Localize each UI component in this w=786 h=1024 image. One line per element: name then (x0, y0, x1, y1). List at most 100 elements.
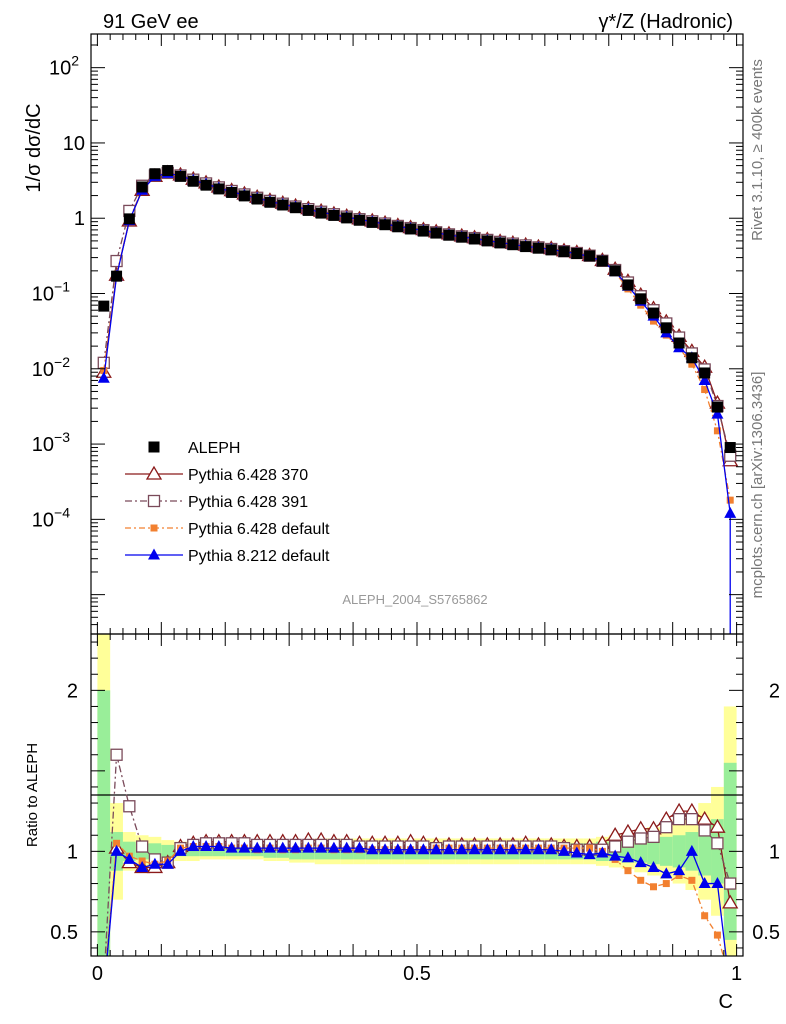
data-point-aleph (251, 193, 263, 205)
data-point (110, 254, 123, 268)
ratio-point (660, 867, 673, 879)
series-line (103, 172, 731, 461)
ratio-point (673, 864, 686, 876)
ratio-point (711, 837, 724, 850)
data-point-aleph (328, 209, 340, 221)
data-point-aleph (277, 199, 289, 211)
ratio-point (135, 840, 149, 853)
ratio-point (148, 857, 161, 869)
y-tick-label: 10−4 (32, 504, 70, 531)
ratio-point (713, 931, 721, 939)
data-point (724, 506, 737, 518)
data-point-aleph (481, 235, 493, 247)
ratio-point (353, 841, 366, 853)
axis-ticks: 102 10 1 10−1 10−2 10−3 10−4 0.5 0.5 1 1 2 2 0 0.5 1 (32, 34, 780, 985)
ratio-point (187, 840, 200, 852)
ratio-point (701, 912, 709, 920)
ratio-point (688, 876, 696, 884)
y-tick-exponent: −3 (54, 429, 70, 445)
band-green (698, 827, 712, 876)
ratio-point (685, 813, 699, 826)
header-left: 91 GeV ee (103, 11, 199, 33)
data-point-aleph (724, 442, 736, 454)
band-green (647, 838, 660, 865)
data-point-aleph (98, 300, 110, 312)
ratio-point (709, 818, 726, 833)
data-point-aleph (226, 186, 238, 198)
ratio-point (430, 843, 443, 855)
legend-marker (148, 441, 160, 453)
ratio-point (596, 846, 609, 858)
data-point-aleph (353, 214, 365, 226)
ratio-point (685, 844, 698, 856)
data-point-aleph (315, 207, 327, 219)
y-tick-label-right: 1 (769, 841, 780, 863)
data-point-aleph (379, 219, 391, 231)
y-tick-label: 1 (74, 208, 85, 230)
data-point-aleph (660, 322, 672, 334)
ratio-point (621, 835, 635, 848)
data-point-aleph (405, 223, 417, 235)
band-green (186, 846, 200, 857)
data-point (97, 371, 110, 383)
data-point (726, 496, 734, 504)
ratio-point (675, 872, 683, 879)
data-point-aleph (443, 229, 455, 241)
y-tick-exponent: −2 (54, 354, 70, 370)
ratio-point (315, 841, 328, 853)
watermark: ALEPH_2004_S5765862 (342, 592, 487, 607)
ratio-point (696, 810, 713, 825)
ratio-point (468, 843, 481, 855)
ratio-point (212, 840, 225, 852)
x-tick-label: 0 (92, 963, 103, 985)
legend-label: Pythia 6.428 default (188, 521, 330, 538)
ratio-point (123, 800, 136, 813)
ratio-point (724, 877, 737, 890)
data-point-aleph (558, 246, 570, 258)
ratio-point (506, 843, 519, 855)
series-line (103, 172, 731, 456)
data-point-aleph (699, 367, 711, 379)
ratio-point (632, 820, 649, 835)
data-point-aleph (494, 237, 506, 249)
data-point-aleph (341, 212, 353, 224)
data-point (650, 317, 658, 325)
ratio-point (698, 877, 711, 889)
data-point-aleph (430, 227, 442, 239)
data-point (100, 366, 108, 374)
data-point (698, 373, 711, 385)
main-plot-frame (90, 33, 744, 635)
ratio-point (251, 841, 264, 853)
x-tick-label: 1 (731, 963, 742, 985)
y-tick-label: 2 (67, 680, 78, 702)
data-point-aleph (520, 241, 532, 253)
y-tick-label: 10 (63, 133, 85, 155)
data-point-aleph (622, 279, 634, 291)
ratio-point (494, 843, 507, 855)
y-tick-label: 10−1 (32, 279, 70, 306)
ratio-point (607, 826, 624, 841)
ratio-plot-series (104, 748, 739, 956)
ratio-point (609, 849, 622, 861)
data-point-aleph (673, 337, 685, 349)
legend-marker (148, 548, 160, 560)
ratio-point (136, 860, 149, 872)
ratio-point (711, 877, 724, 889)
ratio-point (113, 839, 121, 847)
band-green (97, 690, 111, 956)
data-point-aleph (648, 307, 660, 319)
ratio-point (650, 883, 658, 891)
ratio-point (660, 821, 673, 834)
main-plot-series (95, 164, 739, 634)
y-tick-label-right: 2 (769, 680, 780, 702)
data-point (711, 407, 724, 419)
y-tick-label: 102 (49, 53, 79, 80)
ratio-point (570, 846, 583, 858)
data-point (713, 427, 721, 435)
legend: ALEPH Pythia 6.428 370 Pythia 6.428 391 Pyt… (125, 440, 330, 565)
ratio-point (583, 848, 596, 860)
y-tick-exponent: −1 (54, 279, 70, 295)
ratio-point (558, 844, 571, 856)
data-point-aleph (635, 293, 647, 305)
